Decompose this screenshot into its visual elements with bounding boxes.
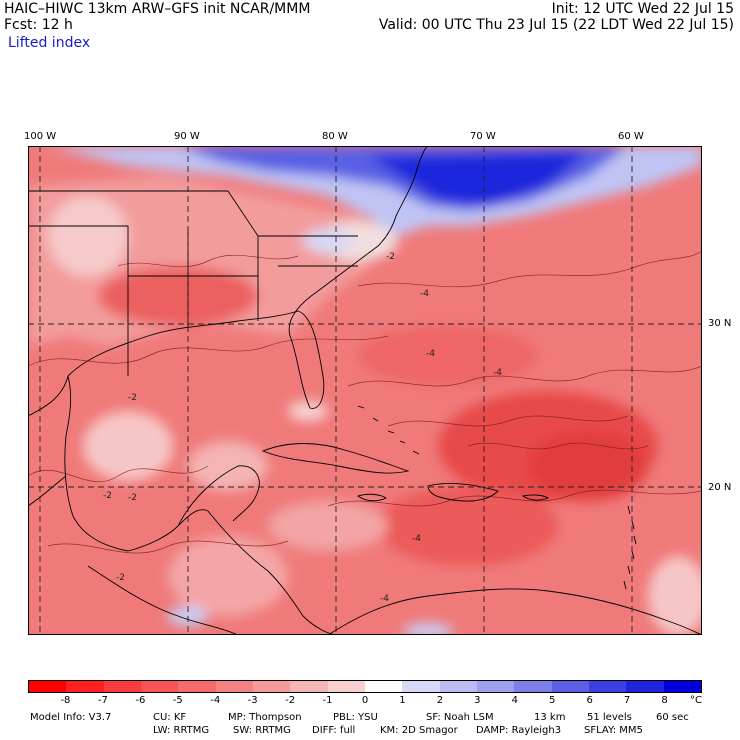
resolution: 13 km bbox=[534, 712, 566, 723]
levels: 51 levels bbox=[587, 712, 632, 723]
colorbar-segment bbox=[514, 681, 552, 692]
contour-label: -4 bbox=[493, 368, 502, 378]
lon-label-60w: 60 W bbox=[618, 131, 644, 142]
colorbar-tick-label: 8 bbox=[661, 695, 668, 706]
lat-lon-grid bbox=[28, 146, 702, 635]
timestep: 60 sec bbox=[656, 712, 689, 723]
lat-label-30n: 30 N bbox=[708, 318, 732, 329]
colorbar-segment bbox=[364, 681, 403, 692]
colorbar-segment bbox=[215, 681, 253, 692]
colorbar-segment bbox=[551, 681, 589, 692]
sflay-scheme: SFLAY: MM5 bbox=[584, 725, 643, 736]
model-title: HAIC–HIWC 13km ARW–GFS init NCAR/MMM bbox=[4, 1, 311, 17]
colorbar-segment bbox=[439, 681, 477, 692]
mp-scheme: MP: Thompson bbox=[228, 712, 302, 723]
colorbar-segment bbox=[252, 681, 291, 692]
lat-label-20n: 20 N bbox=[708, 482, 732, 493]
colorbar-tick-label: 4 bbox=[511, 695, 518, 706]
map-frame bbox=[28, 146, 702, 635]
diff-scheme: DIFF: full bbox=[312, 725, 356, 736]
sw-scheme: SW: RRTMG bbox=[233, 725, 291, 736]
colorbar-tick-label: 6 bbox=[586, 695, 593, 706]
contour-label: -4 bbox=[420, 289, 429, 299]
lon-label-70w: 70 W bbox=[470, 131, 496, 142]
lw-scheme: LW: RRTMG bbox=[153, 725, 210, 736]
colorbar-segment bbox=[402, 681, 440, 692]
colorbar-tick-label: -2 bbox=[285, 695, 296, 706]
colorbar-tick-label: -6 bbox=[135, 695, 146, 706]
colorbar-tick-label: -8 bbox=[60, 695, 71, 706]
colorbar-tick-label: 2 bbox=[436, 695, 444, 706]
colorbar-segment bbox=[66, 681, 104, 692]
lifted-index-shading bbox=[28, 146, 702, 635]
lon-label-100w: 100 W bbox=[24, 131, 57, 142]
valid-time: Valid: 00 UTC Thu 23 Jul 15 (22 LDT Wed … bbox=[378, 17, 734, 33]
colorbar-segment bbox=[327, 681, 365, 692]
lon-label-80w: 80 W bbox=[322, 131, 348, 142]
colorbar-tick-label: -4 bbox=[210, 695, 221, 706]
colorbar-tick-label: 7 bbox=[623, 695, 631, 706]
colorbar-segment bbox=[626, 681, 664, 692]
contour-label: -2 bbox=[386, 252, 395, 262]
contour-label: -4 bbox=[380, 594, 389, 604]
colorbar bbox=[28, 680, 702, 693]
colorbar-tick-label: -3 bbox=[247, 695, 258, 706]
colorbar-unit: °C bbox=[690, 695, 702, 706]
colorbar-tick-label: 5 bbox=[549, 695, 556, 706]
lon-label-90w: 90 W bbox=[174, 131, 200, 142]
cu-scheme: CU: KF bbox=[153, 712, 187, 723]
field-name: Lifted index bbox=[8, 35, 91, 51]
init-time: Init: 12 UTC Wed 22 Jul 15 bbox=[551, 1, 734, 17]
model-info: Model Info: V3.7 bbox=[30, 712, 112, 723]
colorbar-segment bbox=[588, 681, 627, 692]
pbl-scheme: PBL: YSU bbox=[333, 712, 378, 723]
colorbar-tick-label: 1 bbox=[399, 695, 406, 706]
colorbar-tick-label: -5 bbox=[172, 695, 183, 706]
colorbar-segment bbox=[476, 681, 515, 692]
colorbar-segment bbox=[663, 681, 701, 692]
km-scheme: KM: 2D Smagor bbox=[380, 725, 458, 736]
colorbar-segment bbox=[290, 681, 328, 692]
colorbar-segment bbox=[29, 681, 67, 692]
contour-label: -2 bbox=[128, 493, 137, 503]
contour-label: -2 bbox=[103, 491, 112, 501]
contour-label: -2 bbox=[116, 573, 125, 583]
contour-label: -2 bbox=[128, 393, 137, 403]
colorbar-tick-label: -1 bbox=[322, 695, 333, 706]
damp-scheme: DAMP: Rayleigh3 bbox=[476, 725, 562, 736]
colorbar-segment bbox=[140, 681, 179, 692]
colorbar-tick-label: -7 bbox=[97, 695, 108, 706]
colorbar-segment bbox=[178, 681, 216, 692]
colorbar-tick-label: 0 bbox=[361, 695, 369, 706]
contour-label: -4 bbox=[412, 534, 421, 544]
contour-value-labels: -2 -2 -2 -2 -2 -4 -4 -4 -4 -4 bbox=[103, 252, 502, 604]
colorbar-tick-label: 3 bbox=[474, 695, 481, 706]
colorbar-segment bbox=[103, 681, 141, 692]
lifted-index-map[interactable]: -2 -2 -2 -2 -2 -4 -4 -4 -4 -4 bbox=[28, 146, 702, 635]
contour-label: -4 bbox=[426, 349, 435, 359]
coastlines bbox=[28, 146, 702, 635]
sf-scheme: SF: Noah LSM bbox=[426, 712, 494, 723]
forecast-hour: Fcst: 12 h bbox=[4, 17, 73, 33]
